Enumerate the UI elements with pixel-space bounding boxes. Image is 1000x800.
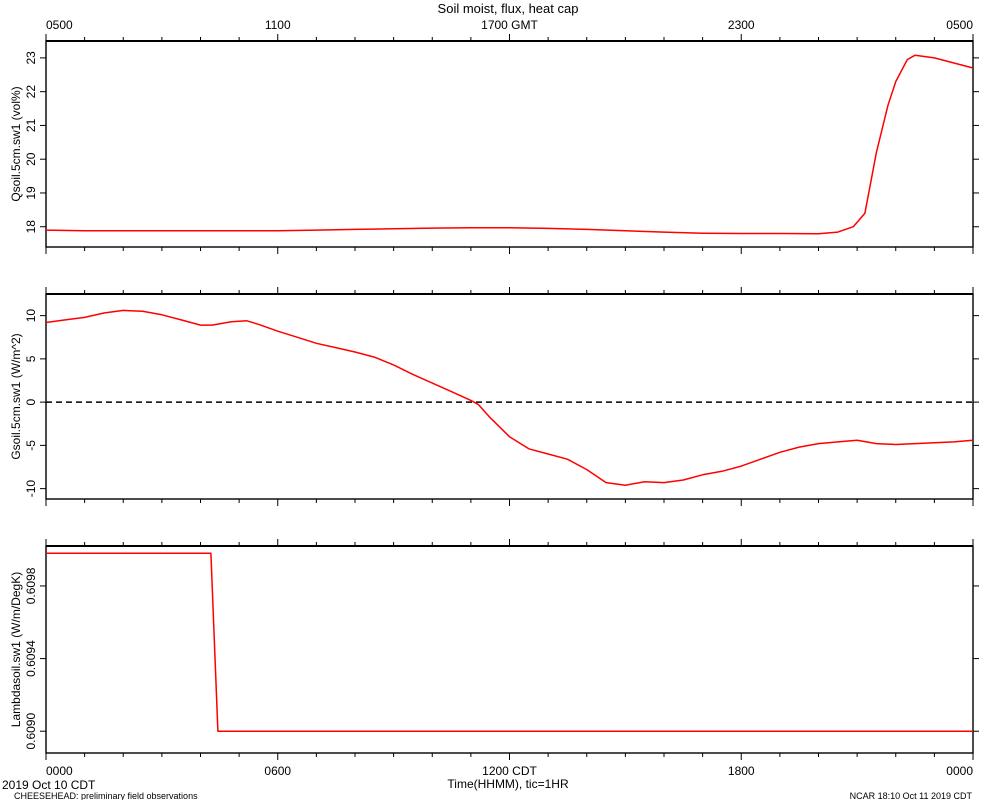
bottom-tick-label: 1200 CDT: [482, 764, 537, 778]
y-tick-label: 5: [24, 355, 38, 362]
top-tick-label: 0500: [946, 18, 973, 32]
footer-stamp: NCAR 18:10 Oct 11 2019 CDT: [850, 791, 973, 800]
series-line: [46, 552, 973, 732]
y-tick-label: 23: [24, 51, 38, 65]
y-axis-label: Gsoil.5cm.sw1 (W/m^2): [9, 333, 23, 459]
bottom-axis-tick-labels: 0000 0600 1200 CDT 1800 0000: [46, 764, 973, 778]
plot-frame: [45, 40, 974, 248]
y-tick-label: 0.6098: [24, 567, 38, 604]
y-axis-label: Lambdasoil.sw1 (W/m/DegK): [9, 572, 23, 727]
y-tick-label: 20: [24, 152, 38, 166]
series-line: [45, 54, 974, 235]
chart-panels: 18 19 20 21 22 23 Qsoil.5cm.sw1 (vol%) -10 -5 0 5 1…: [9, 34, 979, 760]
y-tick-label: 21: [24, 118, 38, 132]
bottom-tick-label: 0000: [946, 764, 973, 778]
y-tick-label: 19: [24, 186, 38, 200]
y-tick-label: -5: [24, 440, 38, 451]
y-tick-label: 0.6090: [24, 713, 38, 750]
y-tick-label: -10: [24, 480, 38, 498]
footer-date: 2019 Oct 10 CDT: [2, 778, 96, 792]
chart-title: Soil moist, flux, heat cap: [438, 1, 579, 16]
top-tick-label: 1700 GMT: [481, 18, 538, 32]
plot-frame: [45, 545, 974, 754]
top-tick-label: 0500: [46, 18, 73, 32]
bottom-tick-label: 1800: [728, 764, 755, 778]
panel-1: 18 19 20 21 22 23 Qsoil.5cm.sw1 (vol%): [9, 34, 979, 254]
series-line: [45, 309, 974, 486]
y-tick-label: 22: [24, 85, 38, 99]
y-tick-label: 10: [24, 309, 38, 323]
y-tick-label: 0.6094: [24, 640, 38, 677]
plot-frame: [45, 293, 974, 500]
bottom-tick-label: 0000: [46, 764, 73, 778]
top-axis-tick-labels: 0500 1100 1700 GMT 2300 0500: [46, 18, 973, 32]
bottom-tick-label: 0600: [264, 764, 291, 778]
top-tick-label: 1100: [265, 18, 291, 32]
y-axis-label: Qsoil.5cm.sw1 (vol%): [9, 86, 23, 201]
footer-note: CHEESEHEAD: preliminary field observatio…: [14, 791, 198, 800]
y-tick-label: 0: [24, 398, 38, 405]
y-tick-label: 18: [24, 220, 38, 234]
top-tick-label: 2300: [728, 18, 755, 32]
x-axis-label: Time(HHMM), tic=1HR: [447, 777, 569, 791]
